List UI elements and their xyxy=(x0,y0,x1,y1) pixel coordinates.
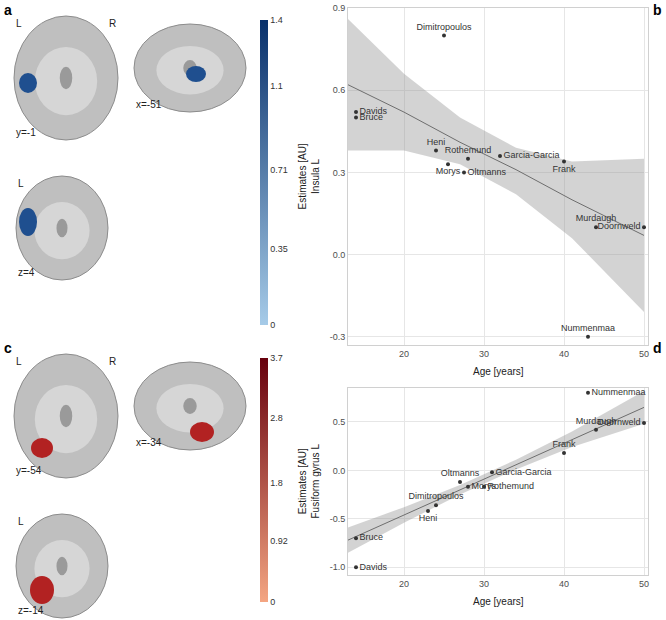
svg-text:0.35: 0.35 xyxy=(270,244,288,254)
svg-text:0.92: 0.92 xyxy=(270,536,288,546)
svg-text:1.1: 1.1 xyxy=(270,81,283,91)
svg-text:0: 0 xyxy=(270,320,275,330)
svg-text:x=-51: x=-51 xyxy=(136,99,162,110)
svg-text:Rothemund: Rothemund xyxy=(445,145,492,155)
svg-text:30: 30 xyxy=(479,579,489,589)
svg-text:Rothemund: Rothemund xyxy=(488,481,535,491)
svg-text:Garcia-Garcia: Garcia-Garcia xyxy=(496,467,552,477)
svg-text:40: 40 xyxy=(559,579,569,589)
svg-text:0.3: 0.3 xyxy=(333,168,346,178)
svg-text:Nummenmaa: Nummenmaa xyxy=(561,323,615,333)
svg-text:20: 20 xyxy=(399,349,409,359)
svg-text:d: d xyxy=(653,340,662,356)
svg-text:Dimitropoulos: Dimitropoulos xyxy=(408,491,464,501)
svg-text:0.9: 0.9 xyxy=(333,3,346,13)
svg-text:Murdaugh: Murdaugh xyxy=(576,416,617,426)
svg-text:b: b xyxy=(653,2,662,18)
svg-text:L: L xyxy=(16,356,22,367)
svg-text:-0.3: -0.3 xyxy=(330,332,346,342)
svg-text:-0.5: -0.5 xyxy=(330,514,346,524)
svg-text:0: 0 xyxy=(270,597,275,607)
svg-text:2.8: 2.8 xyxy=(270,413,283,423)
svg-text:Estimates [AU]Insula L: Estimates [AU]Insula L xyxy=(297,143,321,209)
svg-text:Bruce: Bruce xyxy=(360,112,384,122)
svg-text:Garcia-Garcia: Garcia-Garcia xyxy=(504,150,560,160)
svg-text:z=-14: z=-14 xyxy=(18,605,44,616)
svg-text:Davids: Davids xyxy=(360,106,388,116)
svg-text:3.7: 3.7 xyxy=(270,353,283,363)
svg-text:Morys: Morys xyxy=(436,166,461,176)
svg-text:z=4: z=4 xyxy=(18,267,35,278)
svg-text:Oltmanns: Oltmanns xyxy=(468,167,507,177)
svg-text:Heni: Heni xyxy=(427,137,446,147)
svg-text:L: L xyxy=(18,178,24,189)
svg-text:Heni: Heni xyxy=(419,513,438,523)
svg-text:Frank: Frank xyxy=(552,164,576,174)
svg-text:L: L xyxy=(16,18,22,29)
svg-text:Doornweld: Doornweld xyxy=(597,221,640,231)
svg-text:Nummenmaa: Nummenmaa xyxy=(592,387,646,397)
svg-text:Estimates [AU]Fusiform gyrus L: Estimates [AU]Fusiform gyrus L xyxy=(297,444,321,519)
svg-text:x=-34: x=-34 xyxy=(136,437,162,448)
svg-text:0.6: 0.6 xyxy=(333,85,346,95)
svg-text:Morys: Morys xyxy=(472,481,497,491)
svg-text:c: c xyxy=(4,340,12,356)
svg-text:0.71: 0.71 xyxy=(270,165,288,175)
svg-text:50: 50 xyxy=(639,349,649,359)
svg-text:R: R xyxy=(109,18,116,29)
svg-text:Age [years]: Age [years] xyxy=(473,596,524,607)
svg-text:y=-1: y=-1 xyxy=(16,127,36,138)
svg-text:Bruce: Bruce xyxy=(360,532,384,542)
svg-text:20: 20 xyxy=(399,579,409,589)
svg-text:Age [years]: Age [years] xyxy=(473,366,524,377)
svg-text:Oltmanns: Oltmanns xyxy=(441,468,480,478)
svg-text:Murdaugh: Murdaugh xyxy=(576,213,617,223)
svg-text:0.5: 0.5 xyxy=(333,417,346,427)
svg-text:0.0: 0.0 xyxy=(333,466,346,476)
svg-text:a: a xyxy=(4,2,12,18)
svg-text:Doornweld: Doornweld xyxy=(597,417,640,427)
svg-text:-1.0: -1.0 xyxy=(330,562,346,572)
svg-text:Davids: Davids xyxy=(360,562,388,572)
svg-text:Frank: Frank xyxy=(552,439,576,449)
svg-text:y=-54: y=-54 xyxy=(16,465,42,476)
svg-text:1.4: 1.4 xyxy=(270,15,283,25)
svg-text:0.0: 0.0 xyxy=(333,250,346,260)
svg-text:R: R xyxy=(109,356,116,367)
svg-text:L: L xyxy=(18,516,24,527)
svg-text:1.8: 1.8 xyxy=(270,478,283,488)
svg-text:50: 50 xyxy=(639,579,649,589)
svg-text:30: 30 xyxy=(479,349,489,359)
svg-text:Dimitropoulos: Dimitropoulos xyxy=(416,22,472,32)
svg-text:40: 40 xyxy=(559,349,569,359)
